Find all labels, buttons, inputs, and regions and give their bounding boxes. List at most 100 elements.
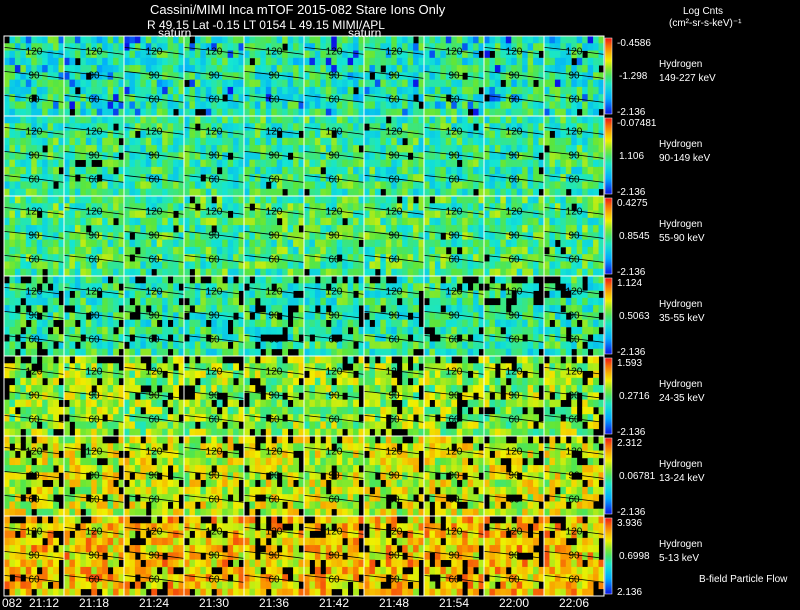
pixel-cell [434, 305, 441, 313]
pixel-cell [358, 297, 365, 306]
pixel-cell [549, 108, 556, 117]
pixel-cell [565, 261, 572, 270]
pixel-cell [113, 305, 119, 313]
pixel-cell [576, 116, 583, 124]
pixel-cell [434, 276, 441, 284]
pixel-cell [494, 188, 501, 197]
pixel-cell [309, 341, 316, 350]
pixel-cell [571, 86, 578, 95]
pixel-cell [20, 414, 27, 422]
pixel-cell [47, 166, 54, 175]
pixel-cell [36, 377, 43, 386]
pixel-cell [462, 319, 469, 328]
contour-line [3, 287, 65, 295]
pixel-cell [511, 203, 518, 211]
pixel-cell [9, 101, 16, 110]
pixel-cell [293, 188, 299, 197]
pixel-cell [522, 94, 529, 102]
pixel-cell [249, 341, 256, 350]
pixel-cell [353, 145, 359, 153]
pixel-cell [576, 232, 583, 241]
contour-line [543, 71, 605, 79]
contour-line [243, 47, 305, 55]
pixel-cell [451, 36, 458, 44]
pixel-cell [113, 203, 119, 211]
pixel-cell [554, 268, 561, 277]
pixel-cell [391, 268, 398, 277]
pixel-cell [74, 348, 81, 357]
pixel-cell [134, 319, 141, 328]
pixel-cell [467, 305, 474, 313]
pixel-cell [424, 254, 430, 262]
pixel-cell [134, 348, 141, 357]
contour-label: 120 [446, 286, 463, 297]
pixel-cell [325, 268, 332, 277]
pixel-cell [14, 57, 21, 66]
pixel-cell [211, 341, 218, 350]
pixel-cell [336, 188, 343, 197]
pixel-cell [314, 101, 321, 110]
pixel-cell [20, 210, 27, 219]
pixel-cell [211, 297, 218, 306]
pixel-cell [25, 145, 32, 153]
contour-label: 90 [208, 230, 220, 241]
pixel-cell [244, 246, 250, 255]
pixel-cell [413, 86, 419, 95]
pixel-cell [134, 232, 141, 241]
pixel-cell [440, 312, 447, 321]
pixel-cell [53, 370, 59, 379]
pixel-cell [527, 290, 534, 299]
pixel-cell [314, 246, 321, 255]
pixel-cell [216, 181, 223, 190]
pixel-cell [145, 232, 152, 241]
pixel-cell [522, 341, 529, 350]
pixel-cell [53, 145, 59, 153]
pixel-cell [385, 65, 392, 73]
pixel-cell [587, 79, 594, 88]
pixel-cell [222, 181, 229, 190]
pixel-cell [53, 305, 59, 313]
pixel-cell [358, 276, 365, 284]
pixel-cell [42, 261, 49, 270]
pixel-cell [36, 123, 43, 131]
pixel-cell [429, 101, 436, 110]
pixel-cell [194, 341, 201, 350]
pixel-cell [64, 36, 70, 44]
pixel-cell [576, 268, 583, 277]
pixel-cell [129, 290, 136, 299]
pixel-cell [314, 341, 321, 350]
pixel-cell [222, 319, 229, 328]
pixel-cell [151, 65, 158, 73]
contour-line [3, 231, 65, 239]
pixel-cell [124, 36, 130, 44]
pixel-cell [560, 217, 567, 226]
pixel-cell [9, 166, 16, 175]
pixel-cell [91, 137, 98, 146]
pixel-cell [336, 94, 343, 102]
pixel-cell [282, 36, 289, 44]
contour-label: 60 [28, 334, 40, 345]
contour-line [303, 231, 365, 239]
contour-line [303, 255, 365, 263]
pixel-cell [227, 108, 234, 117]
pixel-cell [140, 86, 147, 95]
pixel-cell [500, 290, 507, 299]
pixel-cell [47, 152, 54, 161]
pixel-cell [391, 174, 398, 182]
pixel-cell [369, 217, 376, 226]
pixel-cell [238, 326, 245, 335]
pixel-cell [287, 276, 294, 284]
pixel-cell [494, 123, 501, 131]
pixel-cell [582, 174, 589, 182]
pixel-cell [145, 50, 152, 59]
pixel-cell [58, 392, 65, 401]
pixel-cell [47, 246, 54, 255]
pixel-cell [325, 86, 332, 95]
pixel-cell [533, 65, 539, 73]
pixel-cell [402, 101, 409, 110]
pixel-cell [560, 174, 567, 182]
pixel-cell [96, 276, 103, 284]
pixel-cell [489, 123, 496, 131]
pixel-cell [364, 36, 370, 44]
